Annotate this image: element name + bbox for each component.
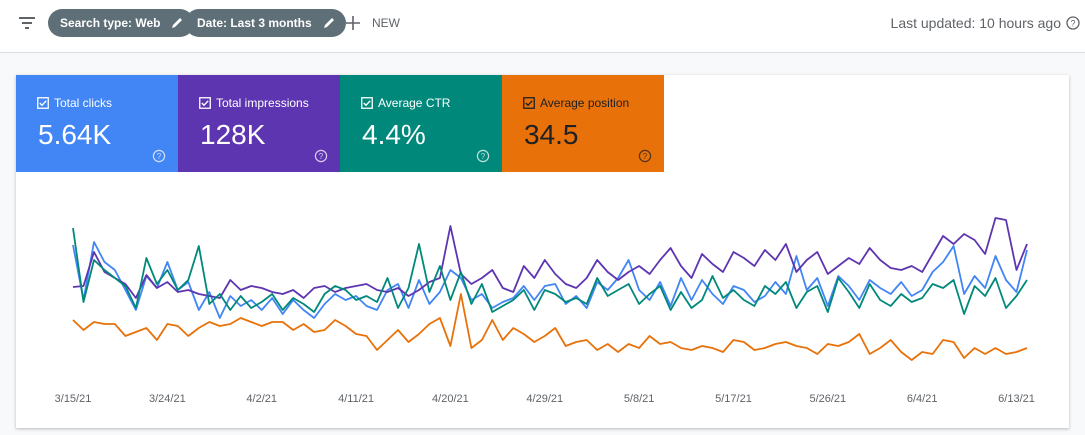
x-tick-label: 6/13/21 bbox=[998, 393, 1035, 405]
metric-tile[interactable]: Total clicks 5.64K? bbox=[16, 75, 178, 172]
new-label: NEW bbox=[372, 16, 400, 30]
series-line bbox=[72, 227, 1028, 315]
help-icon[interactable]: ? bbox=[152, 149, 166, 163]
filter-icon[interactable] bbox=[18, 16, 36, 30]
metric-label: Average CTR bbox=[378, 96, 451, 110]
series-line bbox=[72, 241, 1028, 319]
chip[interactable]: Search type: Web bbox=[48, 9, 195, 37]
series-line bbox=[72, 217, 1028, 299]
help-icon[interactable]: ? bbox=[1066, 16, 1080, 30]
x-tick-label: 4/2/21 bbox=[246, 393, 277, 405]
svg-text:?: ? bbox=[481, 152, 486, 161]
metric-value: 5.64K bbox=[38, 119, 112, 150]
x-tick-label: 3/24/21 bbox=[149, 393, 186, 405]
metric-value: 34.5 bbox=[524, 119, 579, 150]
chart: 3/15/21 3/24/21 4/2/21 4/11/21 4/20/21 4/29/2… bbox=[55, 217, 1035, 405]
metric-value: 4.4% bbox=[362, 119, 426, 150]
x-tick-label: 4/11/21 bbox=[338, 393, 374, 405]
help-icon[interactable]: ? bbox=[314, 149, 328, 163]
new-button[interactable]: NEW bbox=[346, 14, 400, 32]
last-updated: Last updated: 10 hours ago bbox=[890, 15, 1061, 31]
toolbar: Search type: Web Date: Last 3 months NEW… bbox=[0, 0, 1085, 53]
svg-text:?: ? bbox=[319, 152, 324, 161]
svg-text:?: ? bbox=[157, 152, 162, 161]
checkbox[interactable] bbox=[37, 97, 49, 109]
chip-label: Search type: Web bbox=[60, 16, 161, 30]
edit-icon bbox=[323, 18, 334, 28]
metric-label: Total clicks bbox=[54, 96, 113, 110]
edit-icon bbox=[172, 18, 183, 28]
svg-text:?: ? bbox=[1070, 19, 1075, 29]
x-tick-label: 6/4/21 bbox=[907, 393, 938, 405]
x-tick-label: 5/26/21 bbox=[809, 393, 846, 405]
x-tick-label: 5/8/21 bbox=[624, 393, 655, 405]
metric-label: Average position bbox=[540, 96, 630, 110]
metric-tile[interactable]: Average position 34.5? bbox=[502, 75, 664, 172]
plus-icon bbox=[346, 16, 360, 30]
checkbox[interactable] bbox=[523, 97, 535, 109]
chip-label: Date: Last 3 months bbox=[197, 16, 312, 30]
help-icon[interactable]: ? bbox=[638, 149, 652, 163]
metric-value: 128K bbox=[200, 119, 266, 150]
checkbox[interactable] bbox=[199, 97, 211, 109]
series-line bbox=[72, 293, 1028, 361]
help-icon[interactable]: ? bbox=[476, 149, 490, 163]
x-tick-label: 4/20/21 bbox=[432, 393, 469, 405]
performance-card: 3/15/21 3/24/21 4/2/21 4/11/21 4/20/21 4/29/2… bbox=[16, 75, 1069, 428]
metric-tile[interactable]: Average CTR 4.4%? bbox=[340, 75, 502, 172]
x-tick-label: 5/17/21 bbox=[715, 393, 752, 405]
chip[interactable]: Date: Last 3 months bbox=[185, 9, 346, 37]
x-tick-label: 3/15/21 bbox=[55, 393, 92, 405]
metric-label: Total impressions bbox=[216, 96, 309, 110]
checkbox[interactable] bbox=[361, 97, 373, 109]
x-tick-label: 4/29/21 bbox=[526, 393, 563, 405]
svg-text:?: ? bbox=[643, 152, 648, 161]
metric-tile[interactable]: Total impressions 128K? bbox=[178, 75, 340, 172]
